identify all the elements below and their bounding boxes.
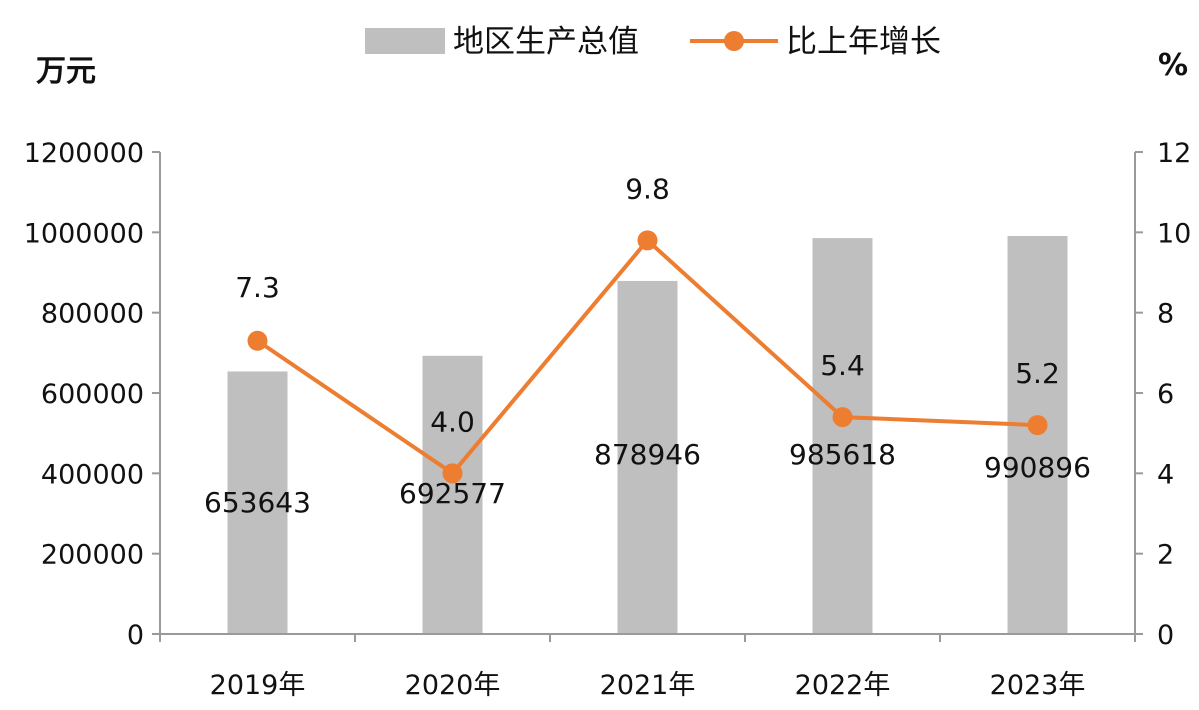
legend-bar-swatch <box>365 28 445 54</box>
bar-value-label: 985618 <box>789 438 896 471</box>
x-tick-label: 2022年 <box>795 670 891 701</box>
bar-value-label: 990896 <box>984 451 1091 484</box>
left-tick-label: 600000 <box>41 379 144 410</box>
bar <box>617 280 678 634</box>
legend-bar-label: 地区生产总值 <box>453 24 639 60</box>
growth-value-label: 5.4 <box>820 349 865 382</box>
x-tick-label: 2020年 <box>405 670 501 701</box>
x-tick-label: 2021年 <box>600 670 696 701</box>
right-axis-ticks: 0 2 4 6 8 10 12 <box>1135 138 1191 651</box>
right-tick-label: 0 <box>1157 620 1174 651</box>
growth-value-labels: 7.3 4.0 9.8 5.4 5.2 <box>235 172 1060 438</box>
growth-line-series <box>247 230 1048 484</box>
legend-line-marker <box>724 31 744 51</box>
left-axis-ticks: 0 200000 400000 600000 800000 1000000 1200000 <box>24 138 160 651</box>
axes <box>159 152 1136 635</box>
left-tick-label: 0 <box>127 620 144 651</box>
right-tick-label: 8 <box>1157 299 1174 330</box>
legend-line-label: 比上年增长 <box>786 24 941 60</box>
growth-marker <box>832 407 853 428</box>
right-tick-label: 12 <box>1157 138 1191 169</box>
growth-marker <box>442 463 463 484</box>
bar <box>227 371 288 634</box>
growth-marker <box>247 330 268 351</box>
bar-value-label: 653643 <box>204 486 311 519</box>
growth-marker <box>1027 415 1048 436</box>
left-tick-label: 200000 <box>41 540 144 571</box>
bar <box>812 238 873 634</box>
left-tick-label: 400000 <box>41 459 144 490</box>
right-tick-label: 6 <box>1157 379 1174 410</box>
left-tick-label: 800000 <box>41 299 144 330</box>
growth-value-label: 7.3 <box>235 271 280 304</box>
growth-value-label: 5.2 <box>1015 357 1060 390</box>
bar <box>422 355 483 634</box>
legend: 地区生产总值 比上年增长 <box>365 24 941 60</box>
left-tick-label: 1000000 <box>24 218 144 249</box>
x-tick-label: 2023年 <box>990 670 1086 701</box>
right-axis-unit: % <box>1158 48 1188 83</box>
right-tick-label: 4 <box>1157 459 1174 490</box>
bar-value-label: 878946 <box>594 438 701 471</box>
growth-value-label: 9.8 <box>625 172 670 205</box>
left-tick-label: 1200000 <box>24 138 144 169</box>
growth-marker <box>637 230 658 251</box>
bar-series <box>227 235 1068 634</box>
growth-value-label: 4.0 <box>430 405 475 438</box>
right-tick-label: 10 <box>1157 218 1191 249</box>
x-tick-label: 2019年 <box>210 670 306 701</box>
right-tick-label: 2 <box>1157 540 1174 571</box>
left-axis-unit: 万元 <box>36 54 96 89</box>
x-axis-ticks: 2019年 2020年 2021年 2022年 2023年 <box>159 634 1136 701</box>
